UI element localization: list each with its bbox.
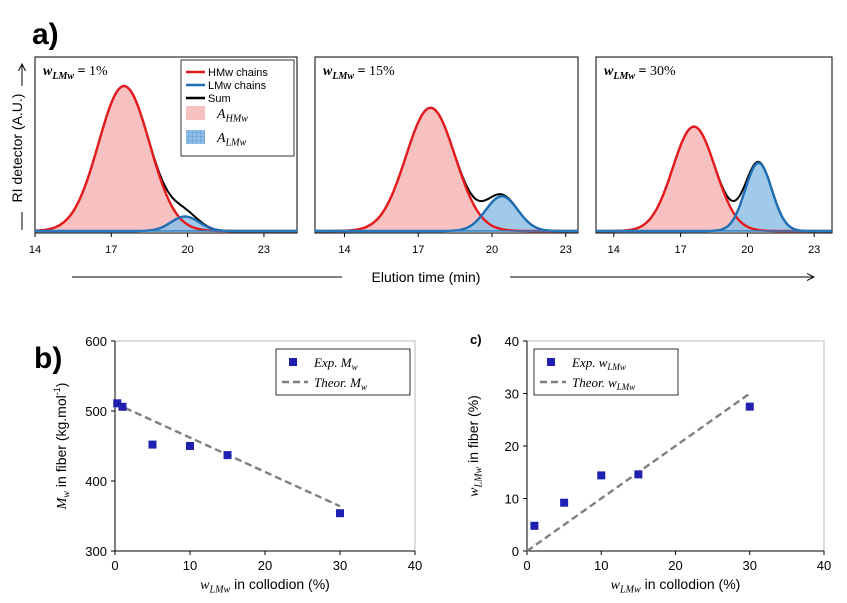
legend-label: Sum [208,93,231,105]
legend-label-exp: Exp. wLMw [571,355,626,372]
x-tick-label: 14 [29,244,41,256]
x-tick-label: 23 [560,244,572,256]
y-tick-label: 500 [85,404,107,419]
x-tick-label: 14 [608,244,620,256]
gpc-frame [595,56,833,234]
x-axis-label: wLMw in collodion (%) [200,576,330,596]
legend-label-theor: Theor. Mw [314,375,367,392]
y-tick-label: 0 [512,544,519,559]
y-tick-label: 400 [85,474,107,489]
y-axis-label: Mw in fiber (kg.mol-1) [52,383,73,511]
gpc-panel-30: 14 17 20 23 wLMw = 30% [595,56,833,256]
annotation-wlmw: wLMw = 1% [43,64,108,82]
x-tick-label: 20 [668,558,682,573]
legend-swatch [186,106,205,120]
legend-label-exp: Exp. Mw [313,355,358,372]
area-hmw [315,107,578,231]
data-point [186,442,194,450]
y-tick-label: 20 [505,439,519,454]
data-point [118,402,127,411]
y-tick-label: 10 [505,492,519,507]
x-tick-label: 20 [258,558,272,573]
x-tick-label: 20 [181,244,193,256]
scatter-panel-mw: 0 10 20 30 40 300 400 500 600 wLMw in collodion (… [52,334,422,596]
x-tick-label: 17 [412,244,424,256]
x-tick-label: 23 [808,244,820,256]
data-point [223,451,232,460]
y-tick-label: 600 [85,334,107,349]
data-point [560,498,569,507]
data-point [113,399,122,408]
x-tick-label: 20 [741,244,753,256]
panel-label-c: c) [470,332,482,347]
legend-marker [547,358,555,366]
x-tick-label: 23 [258,244,270,256]
x-axis-label: wLMw in collodion (%) [611,576,741,596]
x-tick-label: 30 [743,558,757,573]
shared-y-axis-label: RI detector (A.U.) [9,94,25,203]
area-lmw [596,162,832,231]
gpc-panel-15: 14 17 20 23 wLMw = 15% [314,56,579,256]
shared-x-axis-label: Elution time (min) [372,269,481,285]
x-tick-label: 0 [523,558,530,573]
data-point [597,471,606,480]
y-tick-label: 30 [505,387,519,402]
x-tick-label: 17 [105,244,117,256]
data-point [634,470,643,479]
annotation-wlmw: wLMw = 15% [323,64,395,82]
legend-box [275,348,411,396]
panel-label-a: a) [32,18,59,51]
area-lmw [35,216,297,231]
x-tick-label: 30 [333,558,347,573]
legend-label: AHMw [216,107,248,125]
x-tick-label: 0 [111,558,118,573]
area-hmw [35,86,297,231]
legend-label: HMw chains [208,67,268,79]
x-tick-label: 10 [594,558,608,573]
legend-label: ALMw [216,131,247,149]
data-point [530,521,539,530]
legend-swatch [186,130,205,144]
x-tick-label: 20 [486,244,498,256]
data-point [148,440,157,449]
legend-label-theor: Theor. wLMw [572,375,635,392]
x-tick-label: 10 [183,558,197,573]
x-tick-label: 40 [817,558,831,573]
legend-label: LMw chains [208,80,267,92]
data-point [745,402,754,411]
x-tick-label: 17 [674,244,686,256]
legend-box [533,348,679,396]
area-lmw [315,196,578,231]
y-axis-label: wLMw in fiber (%) [465,395,485,497]
data-point [336,509,344,518]
panel-label-b: b) [34,342,62,375]
area-hmw [596,126,832,231]
annotation-wlmw: wLMw = 30% [604,64,676,82]
y-tick-label: 40 [505,334,519,349]
y-tick-label: 300 [85,544,107,559]
legend-marker [289,358,297,366]
x-tick-label: 14 [338,244,350,256]
x-tick-label: 40 [408,558,422,573]
scatter-panel-wlmw: 0 10 20 30 40 0 10 20 30 40 wLMw in collodion (%) w… [465,334,831,596]
